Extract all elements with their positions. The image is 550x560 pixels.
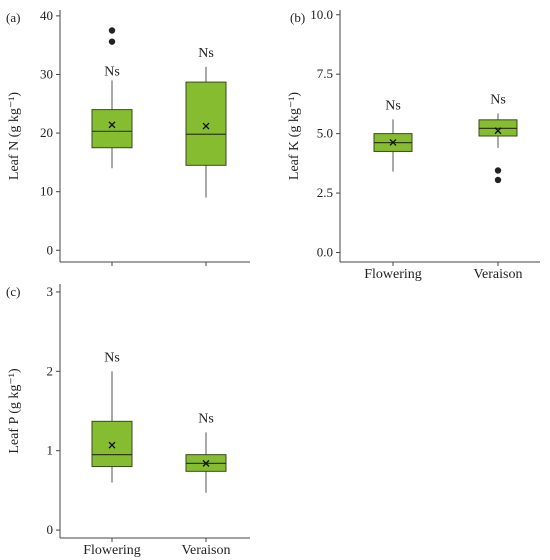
y-tick-label: 0 [47,242,54,257]
mean-marker [108,121,116,129]
outlier-point [494,167,502,174]
y-tick-label: 2.5 [317,185,333,200]
box-iqr [91,420,133,468]
panel-c-leaf-p: 0 1 2 3 Flowering Veraison (c) Leaf P (g kg⁻¹) N… [6,284,250,558]
significance-label: Ns [104,64,120,79]
panel-a-leaf-n: 0 10 20 30 40 (a) Leaf N (g kg⁻¹) Ns Ns [6,8,250,266]
y-tick-label: 0 [47,522,54,537]
y-tick-label: 30 [40,66,53,81]
y-tick-label: 10.0 [310,7,333,22]
box-iqr [185,81,227,166]
x-category-label: Flowering [83,543,141,558]
x-category-label: Veraison [474,267,523,282]
panel-label: (a) [6,10,20,25]
significance-label: Ns [198,411,214,426]
mean-marker [389,138,397,146]
outlier-point [494,176,502,184]
mean-marker [202,459,210,467]
box-iqr [91,109,133,149]
y-tick-label: 7.5 [317,66,333,81]
significance-label: Ns [385,98,401,113]
panel-label: (b) [290,10,305,25]
outlier-point [108,27,116,34]
mean-marker [202,122,210,130]
significance-label: Ns [490,92,506,107]
x-category-label: Flowering [364,267,422,282]
y-axis-label: Leaf N (g kg⁻¹) [7,92,22,181]
significance-label: Ns [104,350,120,365]
outlier-point [108,38,116,45]
panel-label: (c) [6,284,20,299]
x-category-label: Veraison [182,543,231,558]
y-tick-label: 2 [47,363,54,378]
y-axis-label: Leaf P (g kg⁻¹) [7,368,22,454]
y-tick-label: 40 [40,8,53,23]
significance-label: Ns [198,46,214,61]
panel-b-leaf-k: 0.0 2.5 5.0 7.5 10.0 Flowering Veraison (b) Leaf… [287,7,540,282]
y-axis-label: Leaf K (g kg⁻¹) [287,92,302,181]
y-tick-label: 3 [47,284,54,299]
y-tick-label: 20 [40,125,53,140]
mean-marker [494,127,502,135]
y-tick-label: 0.0 [317,244,333,259]
y-tick-label: 10 [40,184,53,199]
y-tick-label: 5.0 [317,126,333,141]
y-tick-label: 1 [47,443,54,458]
mean-marker [108,441,116,449]
